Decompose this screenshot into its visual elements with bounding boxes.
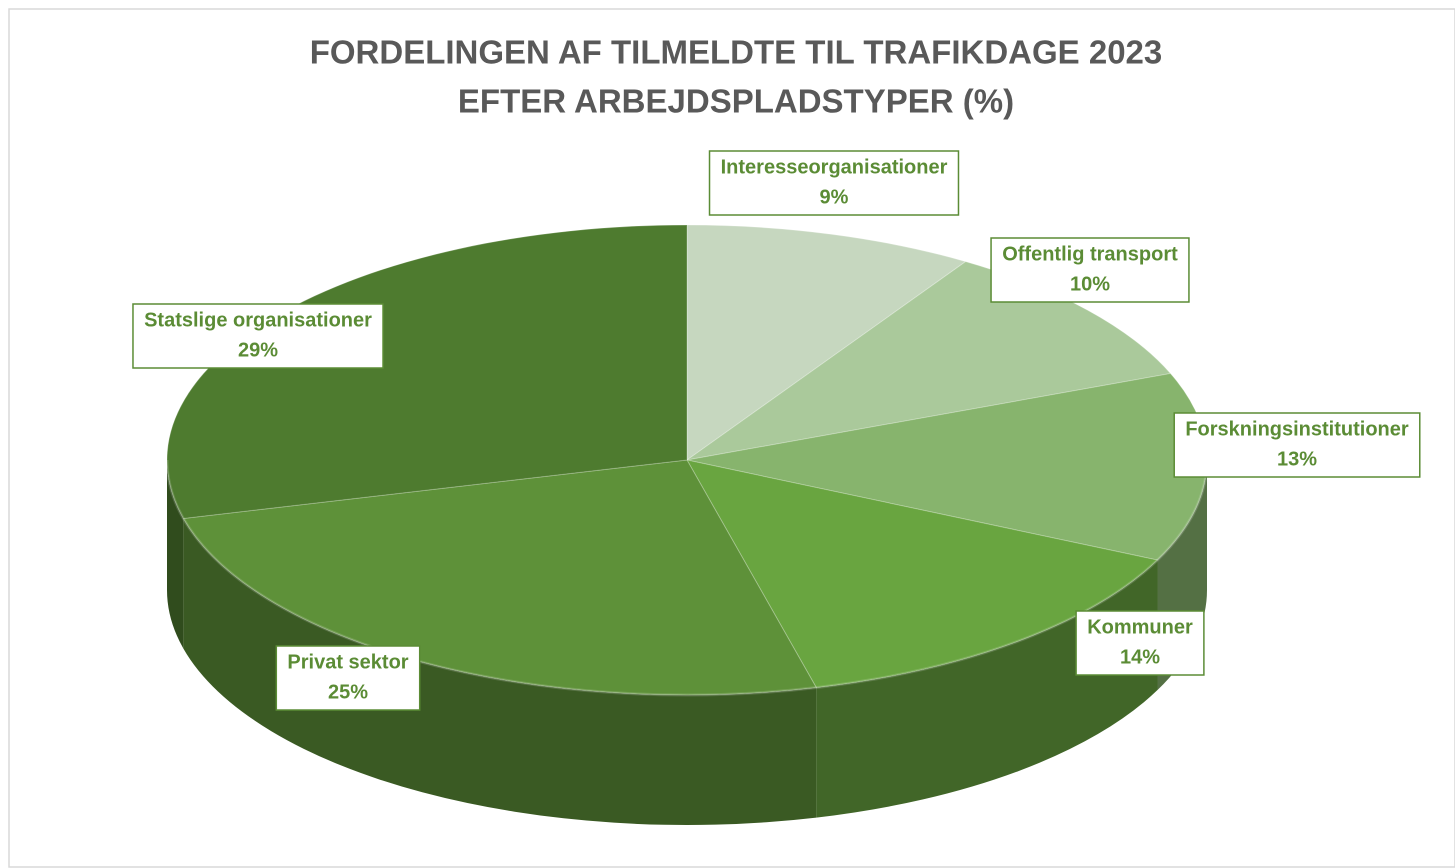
label-value: 29% — [238, 339, 278, 361]
label-box — [990, 237, 1190, 303]
label-box — [275, 645, 421, 711]
slice — [686, 224, 967, 461]
data-label: Offentlig transport 10% — [990, 237, 1190, 303]
slice-side — [816, 560, 1158, 818]
label-name: Offentlig transport — [1002, 243, 1178, 265]
chart-title: FORDELINGEN AF TILMELDTE TIL TRAFIKDAGE … — [310, 34, 1163, 71]
label-box — [1075, 610, 1205, 676]
data-label: Kommuner 14% — [1075, 610, 1205, 676]
slice — [686, 459, 1159, 689]
slice — [182, 459, 818, 696]
label-name: Privat sektor — [287, 651, 408, 673]
label-box — [132, 303, 384, 369]
label-name: Interesseorganisationer — [721, 156, 948, 178]
chart-title: EFTER ARBEJDSPLADSTYPER (%) — [458, 83, 1014, 120]
label-box — [708, 150, 960, 216]
data-label: Statslige organisationer 29% — [132, 303, 384, 369]
rim — [165, 459, 1209, 697]
label-value: 13% — [1277, 448, 1317, 470]
label-value: 25% — [328, 681, 368, 703]
label-value: 9% — [820, 186, 849, 208]
label-box — [1173, 412, 1421, 478]
data-label: Privat sektor 25% — [275, 645, 421, 711]
label-name: Kommuner — [1087, 616, 1193, 638]
data-label: Interesseorganisationer 9% — [708, 150, 960, 216]
slice-side — [183, 518, 817, 825]
label-name: Forskningsinstitutioner — [1185, 418, 1409, 440]
label-value: 14% — [1120, 646, 1160, 668]
label-value: 10% — [1070, 273, 1110, 295]
slice-side — [167, 460, 184, 649]
label-name: Statslige organisationer — [144, 309, 372, 331]
data-label: Forskningsinstitutioner 13% — [1173, 412, 1421, 478]
